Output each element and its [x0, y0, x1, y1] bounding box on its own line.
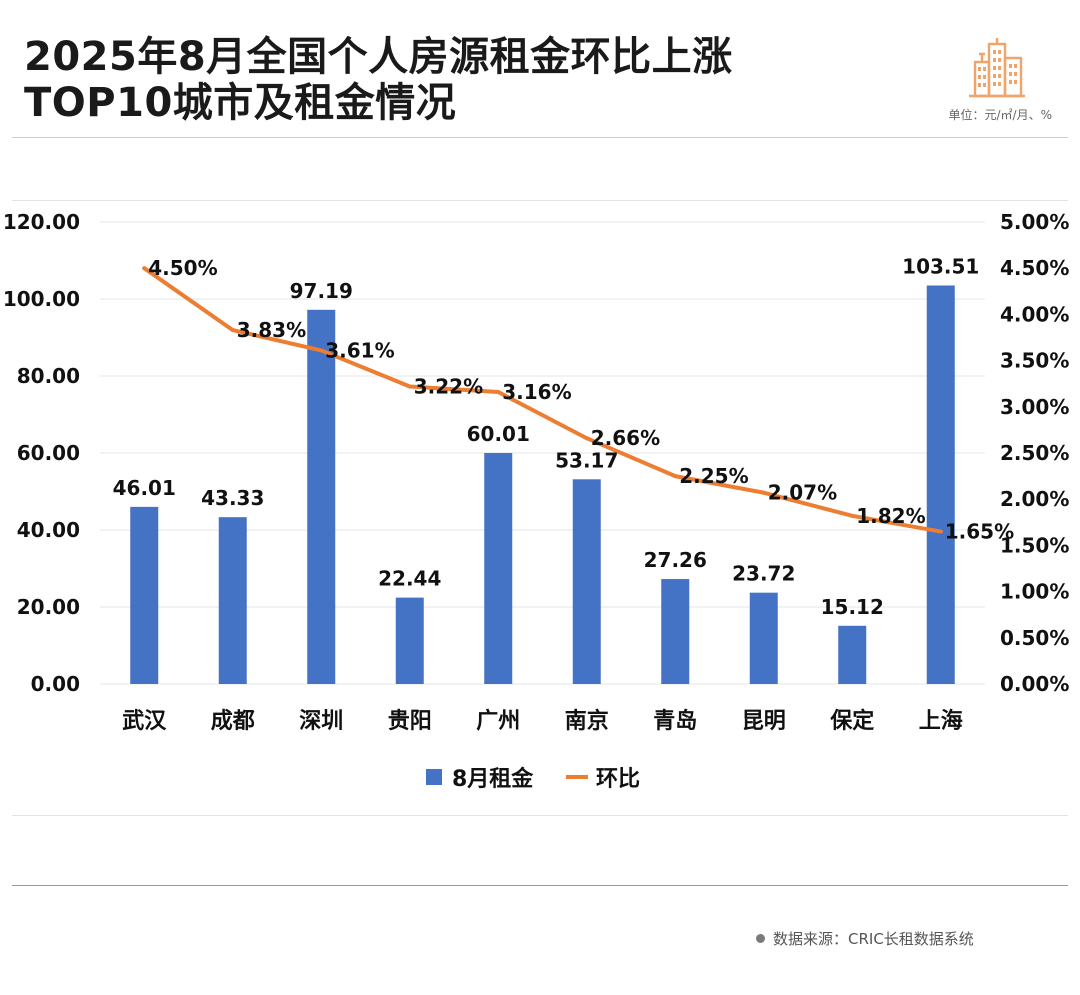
- bar: [838, 625, 867, 684]
- left-tick-label: 100.00: [3, 287, 80, 311]
- right-tick-label: 1.00%: [1000, 580, 1069, 604]
- left-tick-label: 40.00: [17, 518, 80, 542]
- category-label: 南京: [565, 708, 609, 734]
- bar-value-label: 53.17: [555, 448, 618, 472]
- right-tick-label: 2.00%: [1000, 487, 1069, 511]
- right-tick-label: 1.50%: [1000, 533, 1069, 557]
- right-tick-label: 0.00%: [1000, 672, 1069, 696]
- bar-value-label: 27.26: [644, 548, 707, 572]
- bar-value-label: 103.51: [902, 254, 979, 278]
- left-tick-label: 120.00: [3, 210, 80, 234]
- chart-title: 2025年8月全国个人房源租金环比上涨 TOP10城市及租金情况: [24, 34, 733, 126]
- category-label: 青岛: [653, 708, 697, 734]
- category-label: 贵阳: [388, 709, 432, 734]
- line-point: [319, 348, 324, 353]
- line-point: [584, 436, 589, 441]
- line-point: [850, 513, 855, 518]
- line-point: [407, 384, 412, 389]
- line-series: [142, 266, 943, 534]
- line-value-label: 4.50%: [148, 256, 217, 280]
- line-point: [938, 529, 943, 534]
- category-label: 保定: [829, 708, 874, 734]
- bar-value-label: 22.44: [378, 567, 441, 591]
- right-tick-label: 3.00%: [1000, 395, 1069, 419]
- header-divider: [12, 137, 1068, 138]
- left-tick-label: 0.00: [31, 672, 80, 696]
- right-tick-label: 2.50%: [1000, 441, 1069, 465]
- line-value-label: 3.16%: [502, 380, 571, 404]
- category-label: 上海: [919, 708, 963, 734]
- data-source-text: 数据来源：CRIC长租数据系统: [773, 930, 974, 948]
- right-tick-label: 3.50%: [1000, 349, 1069, 373]
- bar-value-label: 23.72: [732, 562, 795, 586]
- line-value-label: 3.22%: [414, 374, 483, 398]
- bar-series: [130, 285, 955, 684]
- category-label: 深圳: [299, 709, 343, 734]
- bar-value-label: 46.01: [113, 476, 176, 500]
- bar: [130, 506, 159, 684]
- legend: 8月租金 环比: [426, 766, 640, 792]
- title-line-2: TOP10城市及租金情况: [24, 80, 457, 126]
- bar: [395, 597, 424, 684]
- category-label: 武汉: [122, 709, 167, 734]
- unit-label: 单位：元/㎡/月、%: [948, 108, 1053, 122]
- line-point: [230, 328, 235, 333]
- bar: [572, 479, 601, 684]
- x-axis-categories: 武汉 成都 深圳 贵阳 广州 南京 青岛 昆明 保定 上海: [122, 708, 963, 734]
- legend-bar-label: 8月租金: [452, 766, 534, 792]
- category-label: 广州: [476, 708, 520, 734]
- line-point: [761, 490, 766, 495]
- legend-line-label: 环比: [596, 767, 640, 792]
- bar: [661, 579, 690, 684]
- chart-top-divider: [12, 200, 1068, 201]
- data-source: 数据来源：CRIC长租数据系统: [756, 928, 974, 949]
- grid-lines: [100, 221, 985, 685]
- line-value-label: 3.83%: [237, 318, 306, 342]
- line-point: [496, 390, 501, 395]
- right-tick-label: 4.50%: [1000, 256, 1069, 280]
- bar: [307, 309, 336, 684]
- line-value-label: 2.25%: [679, 464, 748, 488]
- line-value-label: 2.66%: [591, 426, 660, 450]
- left-y-axis: 0.00 20.00 40.00 60.00 80.00 100.00 120.00: [3, 210, 80, 696]
- bar: [218, 517, 247, 684]
- category-label: 昆明: [742, 709, 786, 734]
- right-tick-label: 4.00%: [1000, 302, 1069, 326]
- line-value-label: 2.07%: [768, 481, 837, 505]
- bar-value-label: 43.33: [201, 486, 264, 510]
- left-tick-label: 20.00: [17, 595, 80, 619]
- chart-bottom-divider: [12, 815, 1068, 816]
- category-label: 成都: [211, 709, 255, 734]
- left-tick-label: 80.00: [17, 364, 80, 388]
- line-value-label: 1.82%: [856, 504, 925, 528]
- line-point: [142, 266, 147, 271]
- bar-value-label: 97.19: [290, 279, 353, 303]
- line-value-label: 3.61%: [325, 338, 394, 362]
- left-tick-label: 60.00: [17, 441, 80, 465]
- footer-divider: [12, 885, 1068, 886]
- right-tick-label: 0.50%: [1000, 626, 1069, 650]
- bar: [484, 452, 513, 684]
- bar: [926, 285, 955, 684]
- city-buildings-icon: [969, 38, 1025, 98]
- bar: [749, 592, 778, 684]
- legend-bar-swatch: [426, 769, 442, 785]
- bar-value-label: 15.12: [821, 595, 884, 619]
- line-value-label: 1.65%: [945, 520, 1014, 544]
- right-y-axis: 0.00% 0.50% 1.00% 1.50% 2.00% 2.50% 3.00% 3.50%…: [1000, 210, 1069, 696]
- right-tick-label: 5.00%: [1000, 210, 1069, 234]
- line-point: [673, 474, 678, 479]
- data-labels: 46.01 43.33 97.19 22.44 60.01 53.17 27.26 23.72…: [113, 254, 1015, 618]
- bar-value-label: 60.01: [467, 422, 530, 446]
- bullet-dot-icon: [756, 934, 765, 943]
- line-series-path: [142, 266, 943, 534]
- title-line-1: 2025年8月全国个人房源租金环比上涨: [24, 34, 733, 80]
